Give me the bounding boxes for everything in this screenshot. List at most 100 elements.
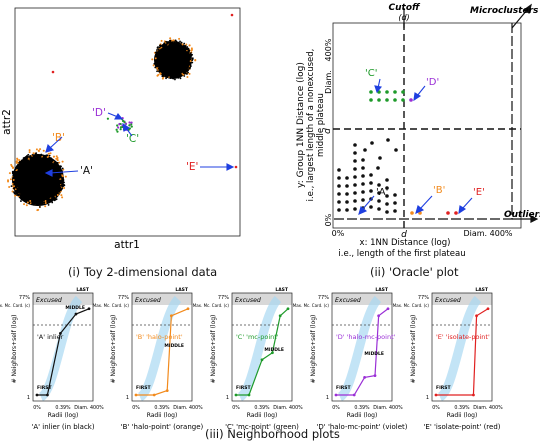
first-label: FIRST xyxy=(236,385,251,391)
oracle-label-C: 'C' xyxy=(365,68,377,79)
inlier-point xyxy=(26,155,29,158)
halo-point xyxy=(157,69,160,72)
inlier-point xyxy=(57,173,60,175)
inlier-point xyxy=(58,179,60,182)
inlier-point xyxy=(179,72,182,75)
inlier-point xyxy=(170,42,173,45)
inlier-point xyxy=(185,66,188,69)
inlier-point xyxy=(45,198,48,201)
inlier-point xyxy=(58,188,60,191)
halo-point xyxy=(173,41,176,44)
inlier-point xyxy=(176,74,179,77)
halo-point xyxy=(40,155,43,158)
halo-point xyxy=(45,150,48,153)
reference-band xyxy=(337,295,382,402)
halo-point xyxy=(35,148,38,151)
ytick-one: 1 xyxy=(126,395,129,401)
last-label: LAST xyxy=(275,287,289,293)
inlier-point xyxy=(40,154,43,157)
inlier-point xyxy=(186,65,189,68)
inlier-point xyxy=(16,183,19,186)
halo-point xyxy=(11,190,14,193)
inlier-point xyxy=(173,76,176,78)
inlier-point xyxy=(177,76,180,79)
inlier-point xyxy=(58,190,61,193)
inlier-point xyxy=(34,203,37,205)
neighborhood-xlabel: Radii (log) xyxy=(447,412,478,419)
inlier-point xyxy=(14,168,17,171)
inlier-point xyxy=(158,67,161,69)
oracle-inlier-point xyxy=(345,192,349,196)
inlier-point xyxy=(155,51,157,54)
inlier-point xyxy=(172,43,174,46)
inlier-point xyxy=(16,194,18,196)
inlier-point xyxy=(169,77,172,79)
inlier-point xyxy=(53,161,56,164)
inlier-point xyxy=(165,40,168,43)
oracle-arrow-D xyxy=(416,85,426,97)
halo-point xyxy=(37,150,40,153)
mc-point xyxy=(125,126,128,129)
halo-point xyxy=(189,52,192,55)
inlier-point xyxy=(172,43,175,46)
inlier-point xyxy=(173,41,176,43)
ytick-one: 1 xyxy=(226,395,229,401)
ytick-max: Max. Mc. Card. (c) xyxy=(393,303,430,308)
last-label: LAST xyxy=(175,287,189,293)
microclusters-label: Microclusters xyxy=(470,6,539,16)
xtick: Diam. 400% xyxy=(74,405,104,411)
inlier-point xyxy=(55,194,58,197)
oracle-mc-point xyxy=(369,98,373,102)
ytick-pct: 77% xyxy=(118,295,129,301)
middle-label: MIDDLE xyxy=(164,343,184,349)
diameter-corner xyxy=(333,23,513,220)
inlier-point xyxy=(187,50,190,53)
inlier-point xyxy=(56,171,59,174)
oracle-inlier-point xyxy=(361,198,365,202)
inlier-point xyxy=(25,156,28,159)
halo-point xyxy=(62,168,65,171)
inlier-point xyxy=(186,66,189,69)
inlier-point xyxy=(33,154,35,156)
halo-point xyxy=(179,42,182,45)
inlier-point xyxy=(18,167,21,170)
inlier-point xyxy=(53,194,56,197)
inlier-point xyxy=(53,191,56,194)
halo-point xyxy=(28,155,31,158)
inlier-point xyxy=(52,163,55,166)
inlier-point xyxy=(158,69,161,72)
inlier-point xyxy=(62,179,65,181)
inlier-point xyxy=(51,197,53,200)
inlier-point xyxy=(176,76,179,79)
xtick: 0.39% xyxy=(454,405,470,411)
inlier-point xyxy=(154,59,157,62)
inlier-point xyxy=(30,157,33,160)
inlier-point xyxy=(187,59,190,62)
halo-point xyxy=(58,191,61,194)
inlier-point xyxy=(26,155,29,157)
halo-point xyxy=(153,51,156,54)
mc-point xyxy=(127,128,130,132)
inlier-point xyxy=(187,59,190,62)
excused-label: Excused xyxy=(36,297,62,304)
inlier-point xyxy=(14,168,17,171)
oracle-inlier-point xyxy=(361,166,365,170)
inlier-point xyxy=(61,179,64,182)
halo-point xyxy=(8,185,11,188)
inlier-point xyxy=(61,187,64,190)
mc-point xyxy=(123,121,126,124)
neighborhood-xlabel: Radii (log) xyxy=(147,412,178,419)
inlier-point xyxy=(63,181,65,184)
oracle-inlier-point xyxy=(345,176,349,180)
inlier-point xyxy=(13,191,15,193)
cluster-core xyxy=(12,154,64,206)
halo-point xyxy=(55,157,58,160)
inlier-point xyxy=(22,198,25,201)
point-label: 'A' inlier xyxy=(37,333,64,341)
inlier-point xyxy=(58,175,61,177)
neighborhood-plot: Excused LAST FIRST MIDDLE 'D' 'halo-mc-point… xyxy=(293,287,408,431)
inlier-point xyxy=(172,42,175,44)
inlier-point xyxy=(52,193,55,196)
inlier-point xyxy=(188,54,190,57)
